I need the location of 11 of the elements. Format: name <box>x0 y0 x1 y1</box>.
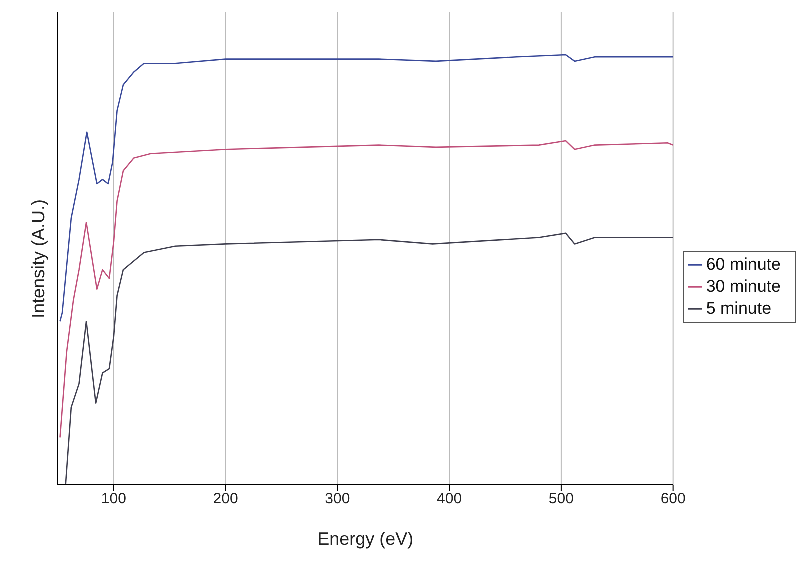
y-axis-title: Intensity (A.U.) <box>28 199 48 318</box>
x-tick-label: 500 <box>548 490 574 508</box>
x-tick-label: 100 <box>101 490 126 508</box>
legend-label: 30 minute <box>706 276 781 296</box>
legend-label: 60 minute <box>706 254 781 274</box>
x-tick-label: 200 <box>213 490 238 508</box>
x-tick-label: 300 <box>325 490 350 508</box>
x-tick-label: 400 <box>437 490 462 508</box>
x-axis-title: Energy (eV) <box>318 529 414 549</box>
x-tick-label: 600 <box>660 490 686 508</box>
legend-label: 5 minute <box>706 298 772 318</box>
